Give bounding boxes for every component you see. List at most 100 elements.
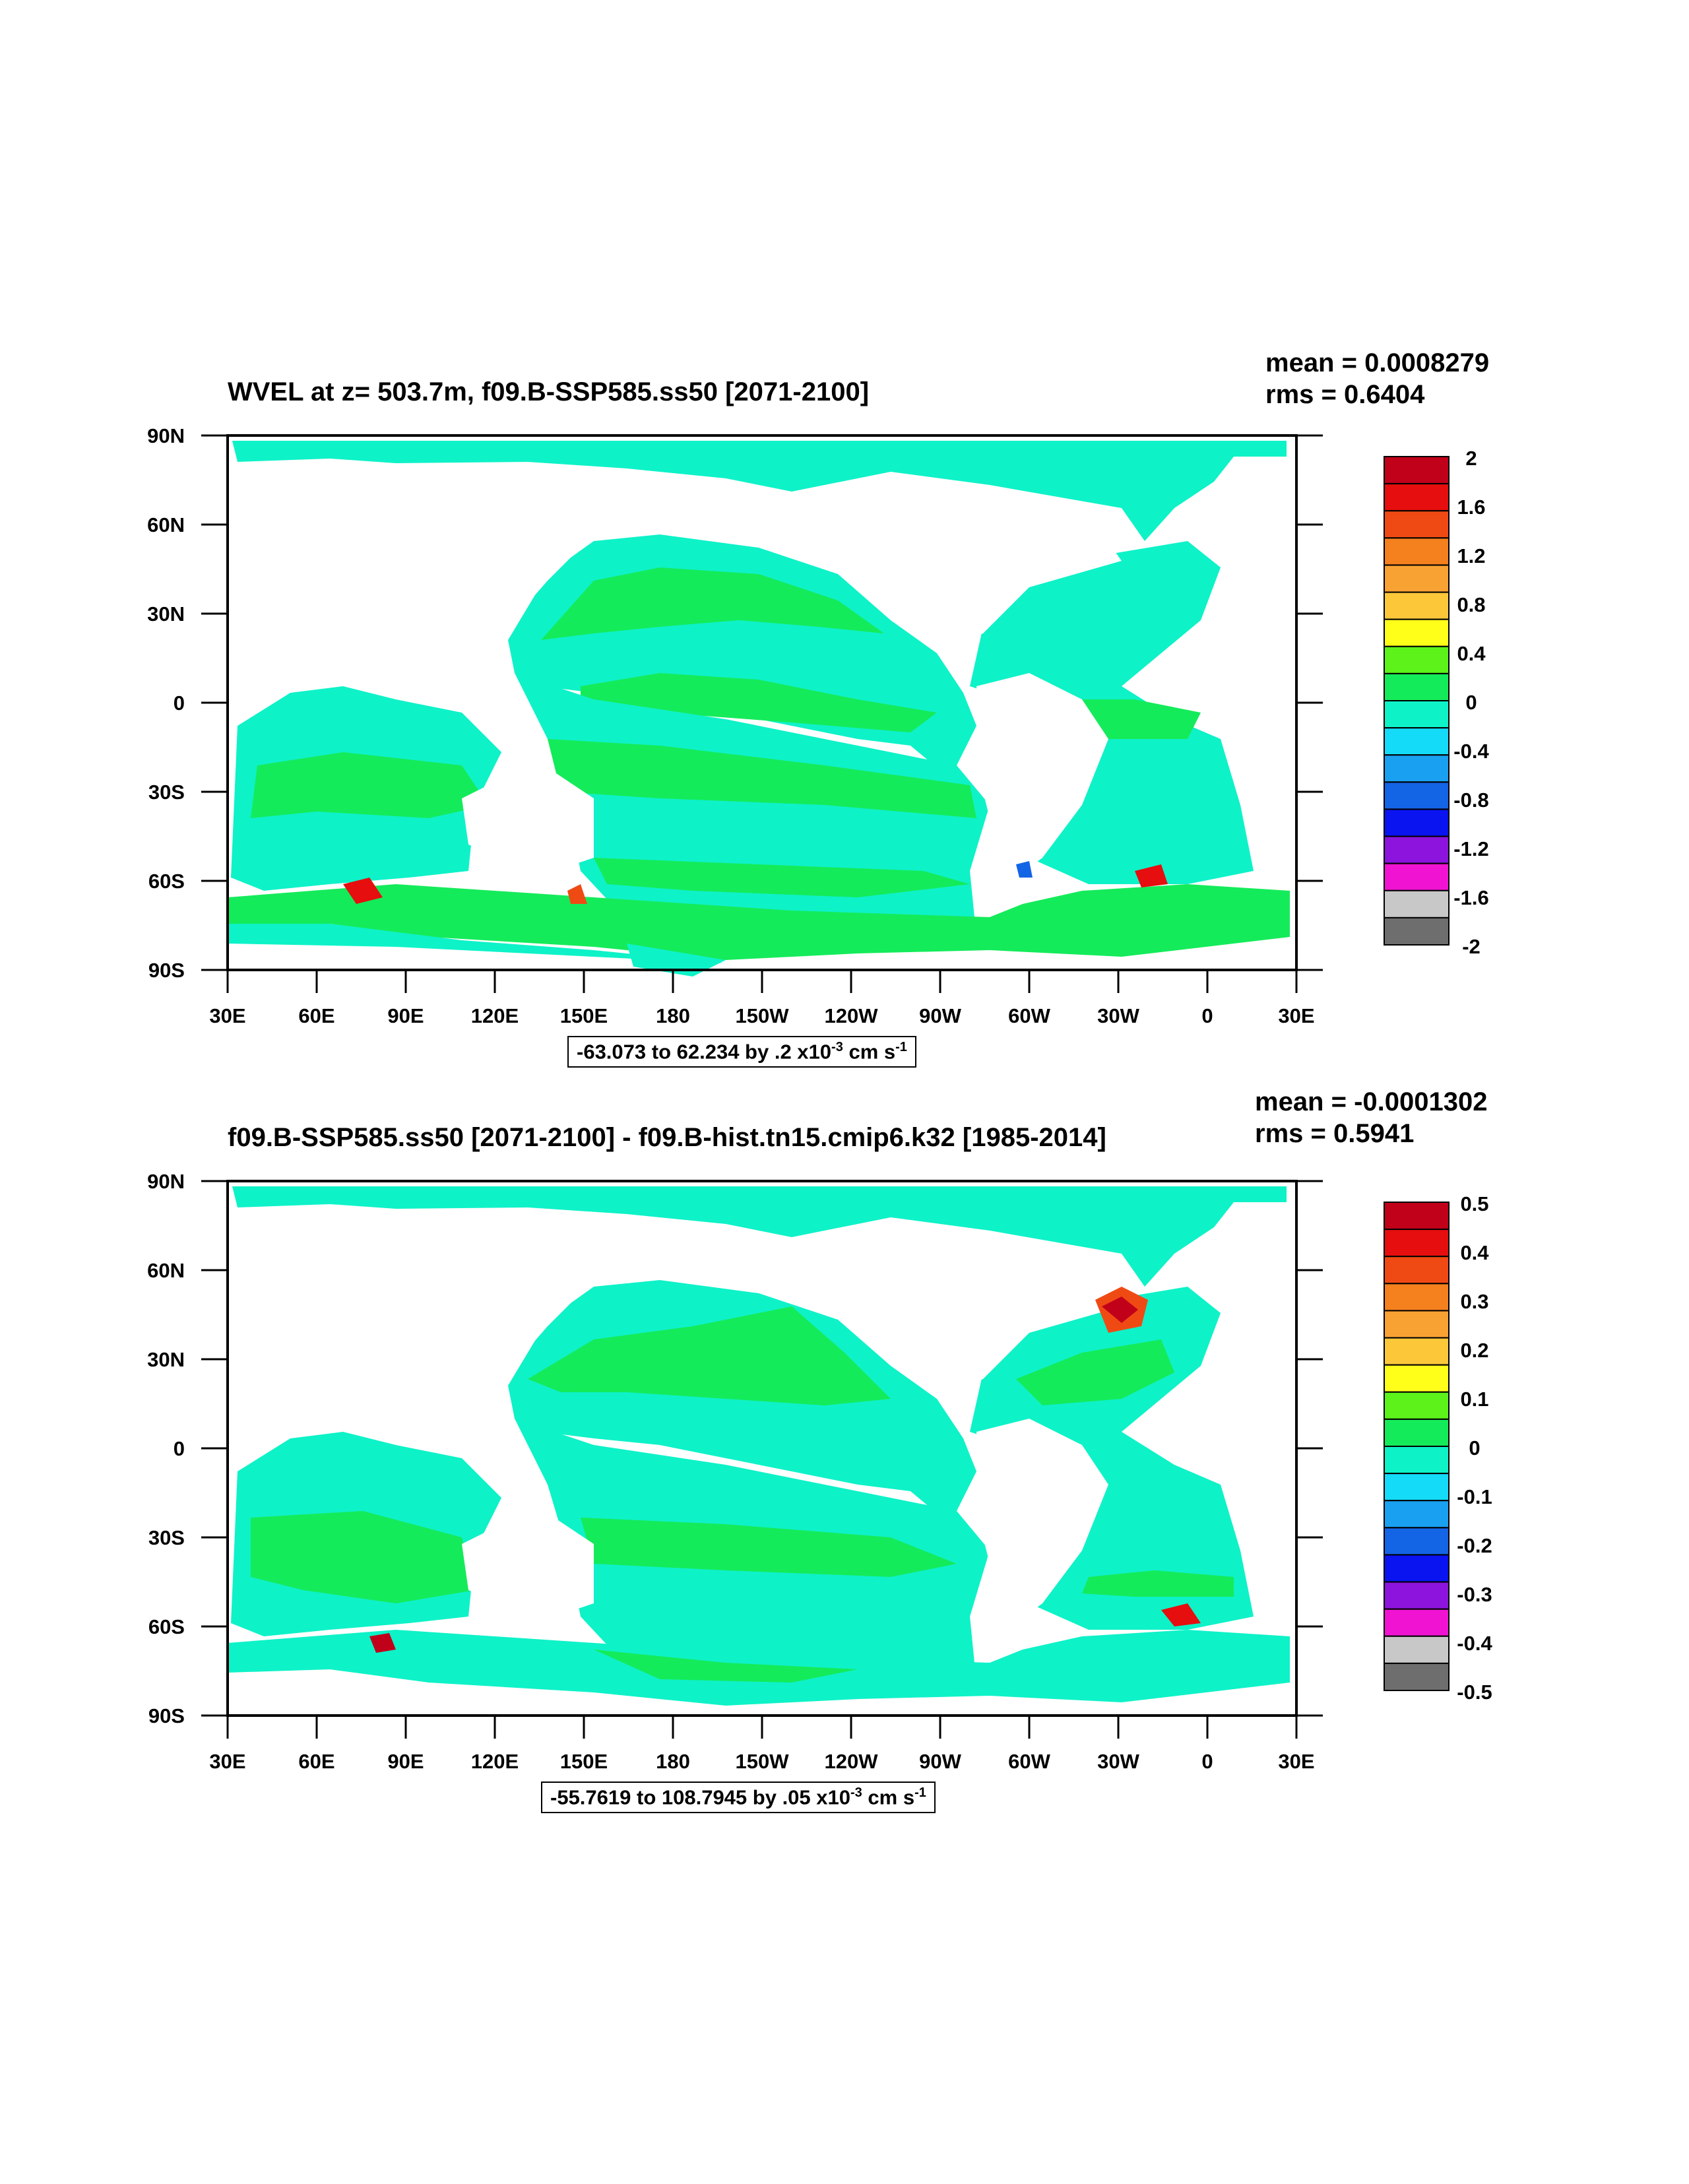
lon-label: 30W: [1097, 1750, 1139, 1773]
lon-label: 120E: [471, 1004, 519, 1027]
colorbar-swatch: [1384, 672, 1450, 702]
lon-label: 30E: [1278, 1750, 1314, 1773]
colorbar-label: 1.6: [1457, 496, 1485, 519]
colorbar-label: -0.5: [1457, 1681, 1492, 1704]
colorbar-swatch: [1384, 916, 1450, 946]
lon-labels: 30E 60E 90E 120E 150E 180 150W 120W 90W …: [209, 1004, 1314, 1027]
colorbar-swatch: [1384, 781, 1450, 810]
colorbar-swatch: [1384, 1391, 1450, 1420]
colorbar-label: 0: [1465, 691, 1477, 714]
contour-range-box: -55.7619 to 108.7945 by .05 x10-3 cm s-1: [541, 1782, 936, 1814]
colorbar-swatch: [1384, 456, 1450, 485]
lon-ticks: [226, 1716, 1298, 1739]
lon-label: 0: [1201, 1004, 1213, 1027]
colorbar-label: -2: [1462, 935, 1481, 958]
lon-label: 150E: [560, 1004, 608, 1027]
colorbar-labels: 2 1.6 1.2 0.8 0.4 0 -0.4 -0.8 -1.2 -1.6 …: [1453, 447, 1489, 958]
colorbar-swatch: [1384, 1364, 1450, 1393]
colorbar-label: 2: [1465, 447, 1477, 470]
colorbar: [1384, 1202, 1450, 1692]
colorbar-labels: 0.5 0.4 0.3 0.2 0.1 0 -0.1 -0.2 -0.3 -0.…: [1457, 1192, 1492, 1704]
lat-label: 30S: [148, 1526, 185, 1549]
colorbar-swatch: [1384, 1446, 1450, 1475]
colorbar-swatch: [1384, 1500, 1450, 1529]
lon-label: 90W: [919, 1004, 961, 1027]
colorbar-swatch: [1384, 1635, 1450, 1664]
colorbar-swatch: [1384, 808, 1450, 837]
colorbar-swatch: [1384, 510, 1450, 539]
lat-label: 60N: [147, 1259, 185, 1282]
colorbar-label: -0.8: [1453, 788, 1488, 812]
colorbar-label: 0.8: [1457, 593, 1485, 616]
range-text: -55.7619 to 108.7945 by .05 x10: [550, 1785, 850, 1809]
range-text: -63.073 to 62.234 by .2 x10: [577, 1040, 832, 1064]
lon-label: 30E: [209, 1004, 245, 1027]
panel-title: WVEL at z= 503.7m, f09.B-SSP585.ss50 [20…: [228, 377, 870, 406]
map-figure: 90N 60N 30N 0 30S 60S 90S 30E 60E 90E 12…: [147, 1170, 1492, 1773]
mean-stat: mean = 0.0008279: [1265, 348, 1490, 377]
colorbar-swatch: [1384, 1662, 1450, 1692]
colorbar-swatch: [1384, 727, 1450, 756]
lat-ticks: [201, 434, 1323, 971]
colorbar-swatch: [1384, 564, 1450, 593]
range-exponent: -3: [831, 1040, 843, 1054]
colorbar-swatch: [1384, 1473, 1450, 1502]
panel-title: f09.B-SSP585.ss50 [2071-2100] - f09.B-hi…: [228, 1123, 1106, 1152]
colorbar-label: -1.6: [1453, 886, 1488, 909]
lat-label: 90N: [147, 1170, 185, 1193]
colorbar-label: -0.1: [1457, 1485, 1492, 1508]
lon-label: 30W: [1097, 1004, 1139, 1027]
colorbar-swatch: [1384, 483, 1450, 512]
ocean-field: [228, 435, 1296, 977]
lon-label: 90E: [387, 1750, 424, 1773]
colorbar-label: -0.4: [1453, 740, 1489, 763]
lon-label: 90W: [919, 1750, 961, 1773]
colorbar-swatch: [1384, 618, 1450, 647]
lon-label: 30E: [1278, 1004, 1314, 1027]
lon-label: 30E: [209, 1750, 245, 1773]
lon-label: 120E: [471, 1750, 519, 1773]
colorbar-label: -1.2: [1453, 837, 1488, 860]
colorbar-swatch: [1384, 1418, 1450, 1448]
colorbar-label: 0.4: [1457, 642, 1486, 665]
lat-label: 60N: [147, 513, 185, 536]
colorbar-swatch: [1384, 645, 1450, 674]
ocean-field: [228, 1181, 1296, 1716]
lon-label: 150W: [736, 1004, 790, 1027]
colorbar-label: 0.3: [1460, 1290, 1488, 1313]
colorbar-label: 0.5: [1460, 1192, 1488, 1215]
range-unit: cm s: [862, 1785, 915, 1809]
lat-label: 90N: [147, 424, 185, 447]
lon-label: 0: [1201, 1750, 1213, 1773]
colorbar-swatch: [1384, 1310, 1450, 1339]
lat-label: 0: [174, 691, 185, 715]
lon-label: 90E: [387, 1004, 424, 1027]
lon-label: 120W: [825, 1004, 879, 1027]
colorbar-swatch: [1384, 537, 1450, 566]
mean-stat: mean = -0.0001302: [1255, 1087, 1488, 1116]
map-panel-2: f09.B-SSP585.ss50 [2071-2100] - f09.B-hi…: [0, 1087, 1689, 1834]
lon-ticks: [226, 970, 1298, 993]
lon-label: 150E: [560, 1750, 608, 1773]
lat-label: 0: [174, 1437, 185, 1460]
lon-label: 150W: [736, 1750, 790, 1773]
map-panel-1: WVEL at z= 503.7m, f09.B-SSP585.ss50 [20…: [0, 343, 1689, 1089]
colorbar-swatch: [1384, 700, 1450, 729]
lon-label: 180: [656, 1750, 690, 1773]
colorbar-swatch: [1384, 889, 1450, 918]
colorbar-swatch: [1384, 1256, 1450, 1285]
colorbar-label: 0.2: [1460, 1339, 1488, 1362]
lat-label: 30N: [147, 602, 185, 626]
colorbar-swatch: [1384, 754, 1450, 783]
contour-range-box: -63.073 to 62.234 by .2 x10-3 cm s-1: [567, 1036, 916, 1068]
lon-label: 60E: [298, 1004, 335, 1027]
colorbar-swatch: [1384, 1581, 1450, 1610]
colorbar-swatch: [1384, 835, 1450, 864]
range-exponent: -3: [850, 1785, 862, 1800]
colorbar-swatch: [1384, 1527, 1450, 1556]
rms-stat: rms = 0.5941: [1255, 1119, 1415, 1148]
colorbar-label: -0.2: [1457, 1534, 1492, 1557]
colorbar-swatch: [1384, 591, 1450, 620]
lat-label: 90S: [148, 1704, 185, 1727]
map-figure: 90N 60N 30N 0 30S 60S 90S 30E 60E 90E 12…: [147, 424, 1489, 1027]
